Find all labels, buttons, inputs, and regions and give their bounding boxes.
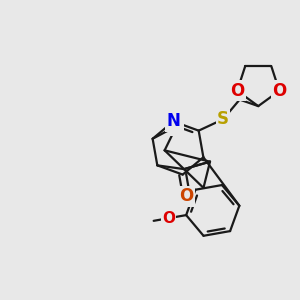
Text: O: O <box>179 187 194 205</box>
Text: O: O <box>272 82 286 100</box>
Text: O: O <box>162 211 175 226</box>
Text: N: N <box>167 112 180 130</box>
Text: S: S <box>217 110 229 128</box>
Text: S: S <box>170 117 182 135</box>
Text: O: O <box>230 82 244 100</box>
